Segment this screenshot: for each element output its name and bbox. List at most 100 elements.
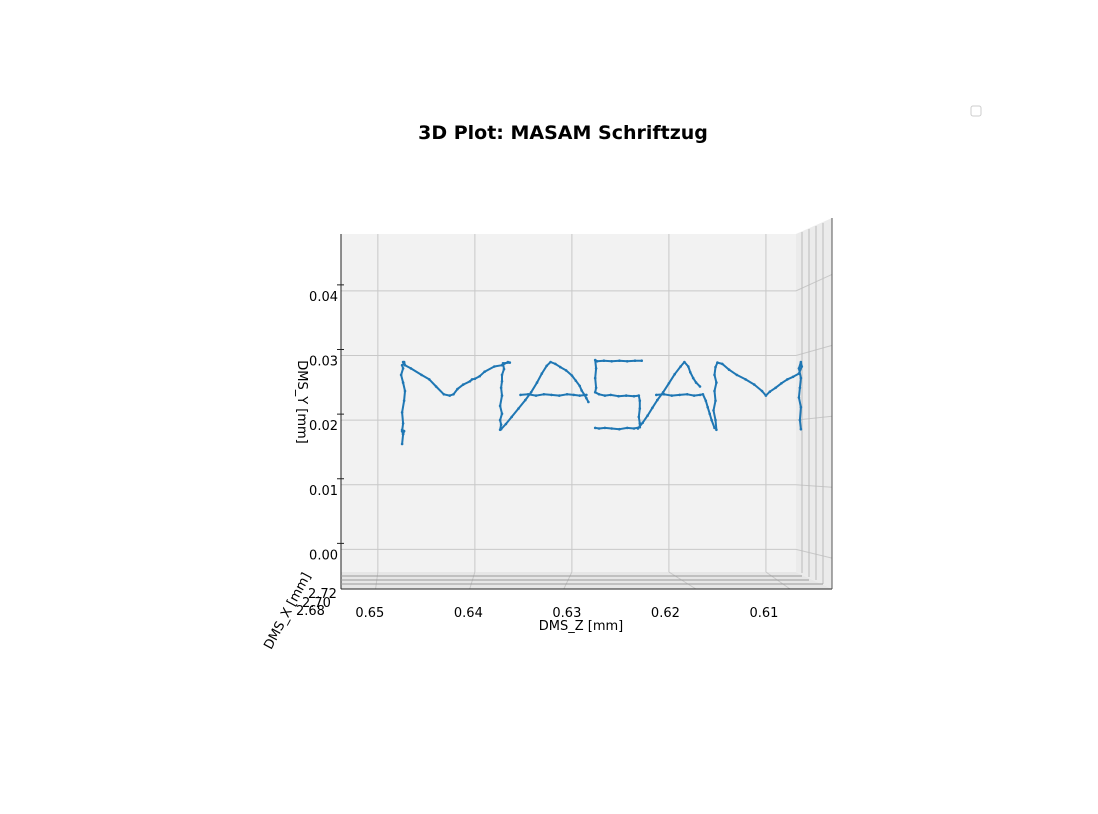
data-point xyxy=(402,367,405,370)
data-point xyxy=(585,397,588,400)
data-point xyxy=(580,389,583,392)
data-point xyxy=(714,366,717,369)
data-point xyxy=(499,405,502,408)
series-stroke-a1-bar xyxy=(521,394,587,395)
data-point xyxy=(573,394,576,397)
data-point xyxy=(679,365,682,368)
data-point xyxy=(428,378,431,381)
data-point xyxy=(721,363,724,366)
data-point xyxy=(610,360,613,363)
data-point xyxy=(800,361,803,364)
data-point xyxy=(510,416,513,419)
data-point xyxy=(587,401,590,404)
x-tick-label: 0.65 xyxy=(355,606,384,621)
data-point xyxy=(594,359,597,362)
data-point xyxy=(651,407,654,410)
data-point xyxy=(753,383,756,386)
data-point xyxy=(744,378,747,381)
data-point xyxy=(634,359,637,362)
x-tick-label: 0.61 xyxy=(749,606,778,621)
data-point xyxy=(536,381,539,384)
data-point xyxy=(474,378,477,381)
data-point xyxy=(502,362,505,365)
data-point xyxy=(402,422,405,425)
data-point xyxy=(705,399,708,402)
y-tick-labels: 0.00 0.01 0.02 0.03 0.04 xyxy=(309,290,338,564)
data-point xyxy=(559,366,562,369)
data-point xyxy=(792,376,795,379)
data-point xyxy=(769,390,772,393)
data-point xyxy=(638,416,641,419)
data-point xyxy=(404,364,407,367)
data-point xyxy=(663,393,666,396)
data-point xyxy=(626,360,629,363)
data-point xyxy=(786,378,789,381)
data-point xyxy=(594,377,597,380)
data-point xyxy=(800,406,803,409)
data-point xyxy=(401,443,404,446)
data-point xyxy=(798,372,801,375)
data-point xyxy=(505,423,508,426)
data-point xyxy=(713,374,716,377)
data-point xyxy=(655,394,658,397)
data-point xyxy=(598,393,601,396)
data-point xyxy=(637,427,640,430)
data-point xyxy=(448,394,451,397)
data-point xyxy=(501,412,504,415)
data-point xyxy=(626,427,629,430)
data-point xyxy=(594,427,597,430)
data-point xyxy=(695,381,698,384)
data-point xyxy=(565,369,568,372)
data-point xyxy=(462,383,465,386)
data-point xyxy=(689,371,692,374)
data-point xyxy=(558,394,561,397)
data-point xyxy=(519,394,522,397)
x-axis-label: DMS_Z [mm] xyxy=(539,619,624,634)
data-point xyxy=(799,419,802,422)
side-pane xyxy=(796,218,832,589)
x-tick-label: 0.64 xyxy=(454,606,483,621)
data-point xyxy=(585,394,588,397)
y-tick-label: 0.04 xyxy=(309,290,338,305)
data-point xyxy=(646,414,649,417)
data-point xyxy=(598,427,601,430)
y-tick-label: 0.03 xyxy=(309,354,338,369)
data-point xyxy=(640,359,643,362)
data-point xyxy=(617,395,620,398)
data-point xyxy=(549,361,552,364)
data-point xyxy=(509,361,512,364)
data-point xyxy=(706,406,709,409)
data-point xyxy=(639,399,642,402)
data-point xyxy=(543,393,546,396)
data-point xyxy=(610,427,613,430)
data-point xyxy=(594,391,597,394)
data-point xyxy=(673,373,676,376)
data-point xyxy=(708,412,711,415)
data-point xyxy=(638,394,641,397)
data-point xyxy=(469,380,472,383)
data-point xyxy=(715,381,718,384)
y-tick-label: 0.02 xyxy=(309,419,338,434)
data-point xyxy=(541,372,544,375)
data-point xyxy=(493,365,496,368)
data-point xyxy=(443,393,446,396)
data-point xyxy=(500,428,503,431)
data-point xyxy=(435,385,438,388)
data-point xyxy=(761,390,764,393)
data-point xyxy=(500,423,503,426)
data-point xyxy=(639,407,642,410)
data-point xyxy=(633,395,636,398)
data-point xyxy=(728,368,731,371)
data-point xyxy=(571,374,574,377)
data-point xyxy=(668,382,671,385)
data-point xyxy=(578,394,581,397)
data-point xyxy=(517,407,520,410)
data-point xyxy=(456,388,459,391)
data-point xyxy=(500,387,503,390)
data-point xyxy=(403,361,406,364)
data-point xyxy=(401,430,404,433)
data-point xyxy=(595,387,598,390)
x-tick-label: 0.62 xyxy=(651,606,680,621)
y-tick-label: 0.00 xyxy=(309,548,338,563)
